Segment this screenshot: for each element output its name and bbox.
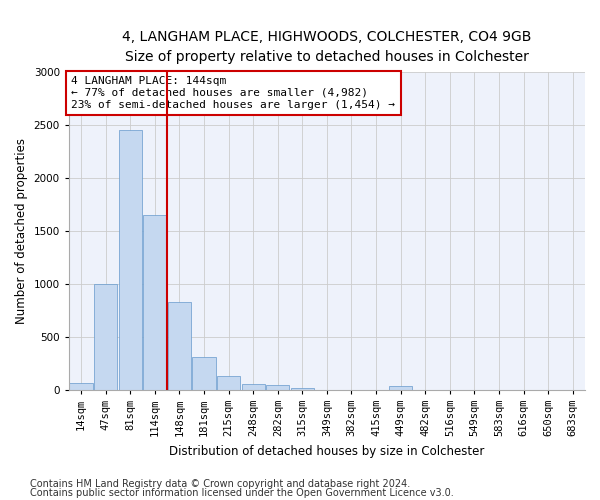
Bar [193,357,215,390]
Bar [143,214,167,390]
Bar [290,388,314,390]
Text: Contains public sector information licensed under the Open Government Licence v3: Contains public sector information licen… [30,488,454,498]
Text: 4 LANGHAM PLACE: 144sqm
← 77% of detached houses are smaller (4,982)
23% of semi: 4 LANGHAM PLACE: 144sqm ← 77% of detache… [71,76,395,110]
Bar [119,130,142,390]
Bar [266,385,289,390]
Title: 4, LANGHAM PLACE, HIGHWOODS, COLCHESTER, CO4 9GB
Size of property relative to de: 4, LANGHAM PLACE, HIGHWOODS, COLCHESTER,… [122,30,532,64]
Bar [70,384,93,390]
Bar [168,302,191,390]
Bar [94,284,118,390]
Text: Contains HM Land Registry data © Crown copyright and database right 2024.: Contains HM Land Registry data © Crown c… [30,479,410,489]
X-axis label: Distribution of detached houses by size in Colchester: Distribution of detached houses by size … [169,444,485,458]
Bar [217,376,240,390]
Bar [242,384,265,390]
Bar [389,386,412,390]
Y-axis label: Number of detached properties: Number of detached properties [15,138,28,324]
